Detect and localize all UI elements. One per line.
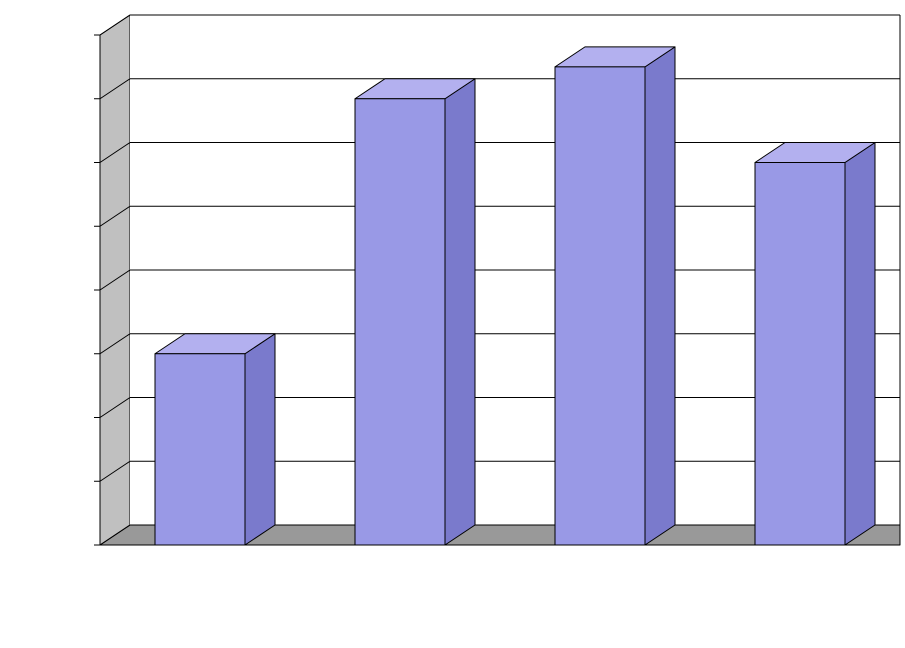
bar — [555, 47, 675, 545]
chart-canvas — [0, 0, 905, 648]
bar — [755, 143, 875, 546]
bar — [155, 334, 275, 545]
bar — [355, 79, 475, 545]
bar-chart-3d — [0, 0, 905, 648]
